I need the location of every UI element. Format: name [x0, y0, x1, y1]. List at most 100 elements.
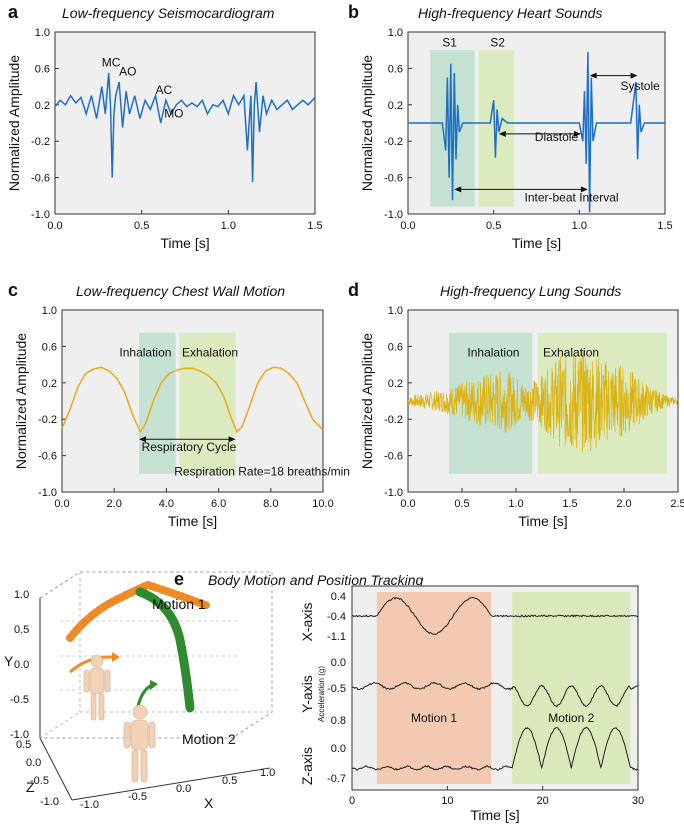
y-tick-label: 0.2: [42, 378, 57, 390]
panel-letter-a: a: [8, 2, 19, 22]
x-tick-label: 1.0: [572, 220, 587, 232]
y-tick-label: -0.2: [38, 414, 57, 426]
arrowhead: [580, 186, 588, 193]
y-tick-label: 0.6: [35, 63, 50, 75]
accel-axis-name: X-axis: [299, 603, 315, 642]
x-tick-label: 0.0: [400, 220, 415, 232]
y-axis-label: Normalized Amplitude: [13, 333, 29, 469]
y-tick-label: 0.2: [388, 100, 403, 112]
series-line: [408, 51, 665, 213]
annotation-label: Inhalation: [467, 345, 519, 359]
z-axis-line: [39, 737, 73, 801]
y-tick-label: -1.0: [384, 487, 403, 499]
y-tick-label: -0.2: [31, 136, 50, 148]
accel-tick-label: -0.5: [327, 683, 346, 695]
panel-title-c: Low-frequency Chest Wall Motion: [76, 283, 285, 299]
motion-1-trace: [66, 580, 212, 642]
motion-1-label: Motion 1: [152, 596, 206, 612]
accel-trace: [351, 726, 639, 771]
annotation-label: Diastole: [535, 130, 579, 144]
accel-units-label: Acceleration (g): [317, 666, 326, 722]
x-tick-label: 0.5: [222, 775, 237, 787]
annotation-label: S2: [490, 36, 505, 50]
y-tick-label: -0.6: [384, 173, 403, 185]
arrowhead: [630, 72, 638, 79]
motion-1-arrow: [69, 655, 113, 674]
panel-title-e: Body Motion and Position Tracking: [208, 572, 424, 588]
chart-a: 0.0 0.5 1.0 1.5 -1.0 -0.6 -0.2 0.2 0.6 1.0 Time [s…: [6, 27, 323, 251]
plot-area: [54, 31, 316, 215]
arrowhead: [138, 436, 146, 443]
x-tick-label: 2.0: [107, 498, 122, 510]
motion-3d-plot: 1.0 0.5 0.0 -0.5 -1.0 Y 0.5 0.0 -0.5 -1.…: [4, 571, 275, 811]
y-tick-label: 0.6: [388, 63, 403, 75]
series-line: [407, 350, 679, 454]
z-tick-label: -1.0: [40, 796, 59, 808]
panel-letter-e: e: [174, 569, 184, 589]
accel-tick-label: 0.0: [331, 657, 346, 669]
chart-c: 0.0 2.0 4.0 6.0 8.0 10.0 -1.0 -0.6 -0.2 0.2 0.6 1.0…: [13, 305, 350, 529]
x-tick-label: 2.0: [616, 498, 631, 510]
y-axis-label: Normalized Amplitude: [359, 55, 375, 191]
motion-region-label: Motion 2: [548, 711, 594, 725]
x-axis-label: Time [s]: [160, 235, 209, 251]
annotation-label: Exhalation: [182, 345, 238, 359]
y-tick-label: 0.2: [35, 100, 50, 112]
annotation-label: AC: [156, 83, 173, 97]
x-tick-label: 0.0: [176, 783, 191, 795]
x-axis-label: Time [s]: [518, 513, 567, 529]
annotation-label: S1: [442, 36, 457, 50]
x-axis-label: Time [s]: [470, 807, 519, 823]
y-tick-label: -0.6: [38, 451, 57, 463]
x-tick-label: 0.5: [486, 220, 501, 232]
z-tick-label: 0.0: [26, 757, 41, 769]
x-tick-label: 0.0: [54, 498, 69, 510]
y-axis-label: Normalized Amplitude: [6, 55, 22, 191]
x-tick-label: 6.0: [211, 498, 226, 510]
y-tick-label: -0.5: [10, 694, 29, 706]
y-tick-label: 1.0: [42, 305, 57, 317]
x-tick-label: 1.5: [562, 498, 577, 510]
shaded-region: [376, 592, 492, 784]
motion-2-label: Motion 2: [182, 731, 236, 747]
x-tick-label: 0.0: [47, 220, 62, 232]
arrowhead: [498, 130, 506, 137]
accel-tick-label: 0.4: [331, 591, 346, 603]
x-tick-label: 0.5: [134, 220, 149, 232]
y-axis-label: Y: [4, 653, 14, 669]
x-tick-label: 8.0: [263, 498, 278, 510]
panel-letter-b: b: [348, 2, 359, 22]
annotation-label: Inter-beat Interval: [525, 190, 619, 204]
y-tick-label: -1.0: [31, 209, 50, 221]
annotation-label: MC: [102, 56, 121, 70]
accel-tick-label: 0.0: [331, 743, 346, 755]
x-tick-label: 1.0: [508, 498, 523, 510]
accel-axis-name: Y-axis: [299, 675, 315, 713]
arrowhead: [589, 72, 597, 79]
arrowhead: [454, 186, 462, 193]
y-tick-label: 0.0: [14, 659, 29, 671]
series-line: [54, 72, 316, 183]
y-tick-label: -0.2: [384, 136, 403, 148]
panel-title-a: Low-frequency Seismocardiogram: [62, 5, 275, 21]
x-tick-label: -0.5: [128, 791, 147, 803]
human-figure-2: [123, 704, 156, 783]
series-line: [61, 366, 324, 434]
motion-region-label: Motion 1: [411, 711, 457, 725]
x-tick-label: 0.0: [400, 498, 415, 510]
z-tick-label: 0.5: [16, 739, 31, 751]
annotation-label: Systole: [620, 79, 660, 93]
annotation-label: Respiratory Cycle: [142, 440, 237, 454]
x-tick-label: -1.0: [80, 799, 99, 811]
y-tick-label: 0.6: [388, 341, 403, 353]
arrowhead: [574, 130, 582, 137]
z-tick-label: -0.5: [30, 775, 49, 787]
human-figure-1: [83, 654, 111, 721]
x-tick-label: 0: [349, 795, 355, 807]
shaded-region: [512, 592, 631, 784]
motion-2-trace: [135, 587, 195, 713]
plots-layer: 0.0 0.5 1.0 1.5 -1.0 -0.6 -0.2 0.2 0.6 1.0 Time [s…: [6, 27, 684, 823]
panel-letter-c: c: [8, 280, 18, 300]
accel-tick-label: -0.4: [327, 611, 346, 623]
x-tick-label: 1.5: [307, 220, 322, 232]
